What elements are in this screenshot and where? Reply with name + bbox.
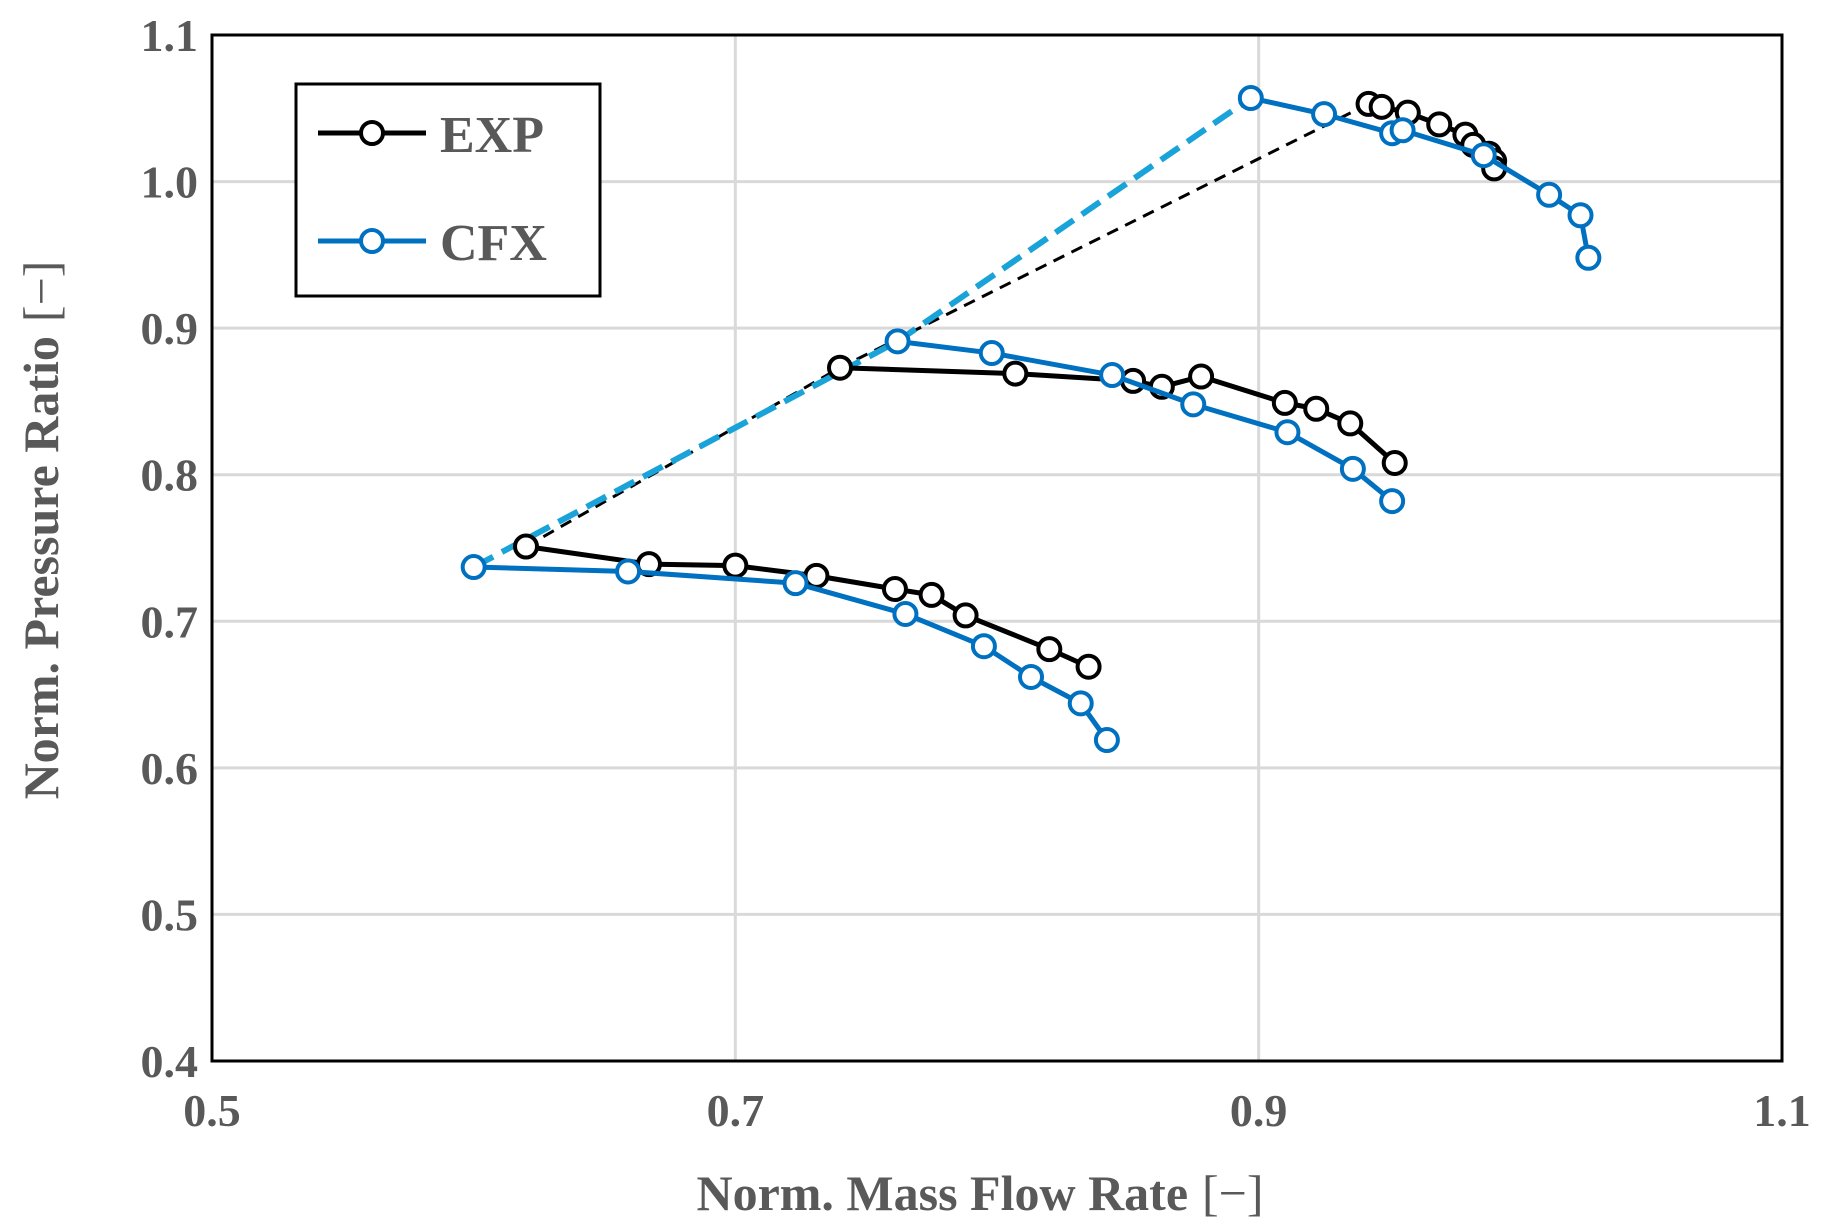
cfx-data-point (460, 554, 487, 581)
y-axis-label: Norm. Pressure Ratio[−] (13, 261, 69, 800)
exp-series-line (525, 544, 1090, 670)
exp-data-point (952, 602, 979, 629)
y-tick-label: 0.6 (141, 743, 199, 794)
cfx-data-point (970, 633, 997, 660)
cfx-data-point (1018, 663, 1045, 690)
cfx-data-point (615, 558, 642, 585)
legend-cfx-marker (359, 228, 385, 254)
exp-data-point (803, 562, 830, 589)
cfx-data-point (892, 600, 919, 627)
exp-data-point (827, 354, 853, 381)
legend-cfx-label: CFX (440, 215, 547, 272)
cfx-data-point (978, 340, 1005, 367)
exp-data-point (722, 552, 749, 579)
exp-data-point (1036, 636, 1063, 663)
x-tick-label: 0.7 (707, 1085, 765, 1136)
cfx-data-point (1575, 244, 1602, 271)
exp-data-point (1303, 395, 1330, 422)
y-tick-label: 0.5 (141, 889, 199, 940)
cfx-series-line (1250, 95, 1591, 259)
legend-box (294, 82, 602, 298)
exp-data-point (1188, 363, 1215, 390)
cfx-data-point (1099, 362, 1126, 389)
tick-labels: 0.40.50.60.70.80.91.01.10.5 0.7 0.9 1.1 (141, 10, 1811, 1136)
exp-data-point (1426, 111, 1453, 138)
x-axis-label: Norm. Mass Flow Rate [−] (696, 1165, 1263, 1221)
surge-lines (472, 95, 1370, 570)
plot-frame (210, 33, 1784, 1063)
exp-data-point (881, 576, 908, 603)
exp-data-point (1381, 449, 1408, 476)
exp-data-point (1368, 93, 1395, 120)
cfx-data-point (1180, 391, 1207, 418)
y-tick-label: 0.4 (141, 1036, 199, 1087)
exp-data-point (1002, 360, 1029, 387)
cfx-data-point (1339, 455, 1366, 482)
cfx-data-point (1067, 690, 1094, 717)
cfx-data-point (1389, 117, 1416, 144)
exp-data-point (1337, 410, 1364, 437)
legend-exp-label: EXP (440, 107, 544, 164)
x-tick-label: 0.5 (183, 1085, 241, 1136)
cfx-data-point (1536, 181, 1563, 208)
exp-data-point (918, 581, 945, 608)
cfx-data-point (782, 570, 809, 597)
x-tick-label: 1.1 (1753, 1085, 1811, 1136)
cfx-data-point (1379, 488, 1406, 515)
cfx-data-point (1567, 202, 1594, 229)
cfx-data-point (884, 328, 911, 355)
legend: EXP CFX (294, 82, 602, 298)
cfx-data-point (1470, 142, 1497, 169)
y-tick-label: 1.1 (141, 10, 199, 61)
exp-data-point (1075, 653, 1102, 680)
y-tick-label: 0.7 (141, 596, 199, 647)
legend-exp-marker (359, 120, 385, 146)
cfx-data-point (1274, 419, 1301, 446)
cfx-data-point (1237, 85, 1264, 112)
exp-surge-line (525, 102, 1370, 548)
exp-data-point (513, 533, 539, 560)
y-tick-label: 0.9 (141, 303, 199, 354)
cfx-data-point (1311, 101, 1338, 128)
cfx-data-point (1093, 727, 1120, 754)
exp-data-point (1271, 389, 1298, 416)
y-tick-label: 0.8 (141, 450, 199, 501)
y-tick-label: 1.0 (141, 157, 199, 208)
x-tick-label: 0.9 (1230, 1085, 1288, 1136)
data-series (460, 85, 1602, 754)
